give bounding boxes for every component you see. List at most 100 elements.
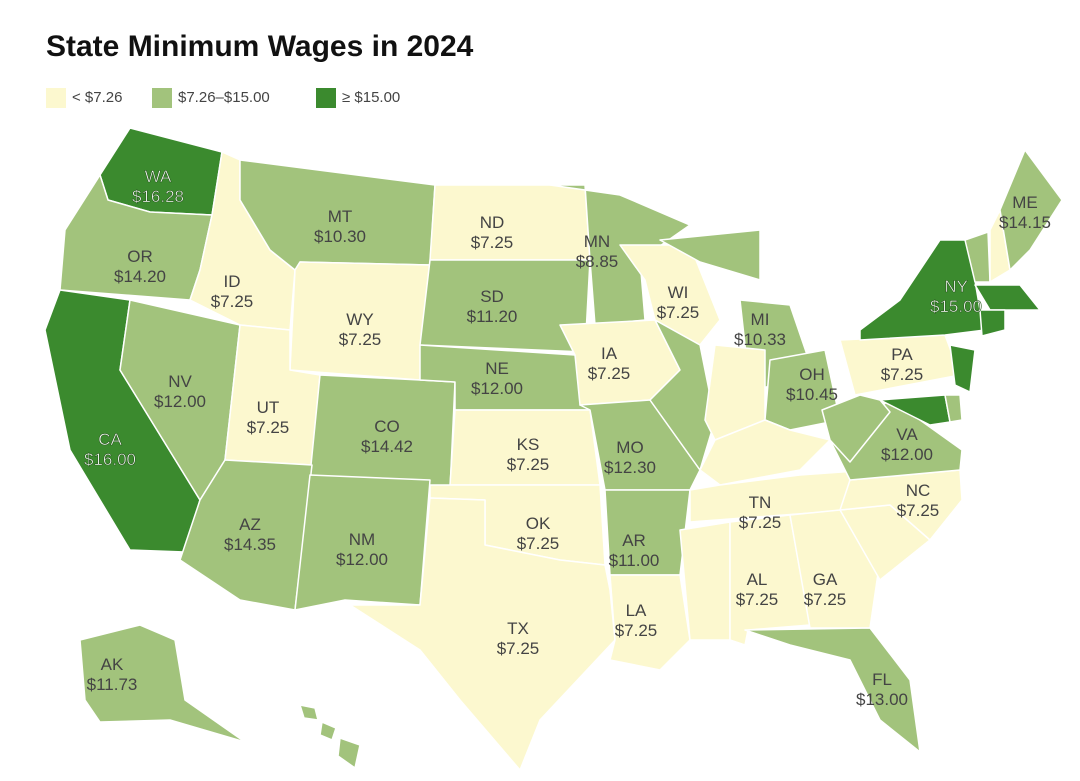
state-label: NE $12.00 — [471, 359, 523, 398]
state-abbr: ND — [480, 213, 505, 232]
state-shape — [609, 574, 691, 671]
state-abbr: ID — [224, 272, 241, 291]
state-abbr: UT — [257, 398, 280, 417]
state-label: MN $8.85 — [576, 232, 619, 271]
state-label: VA $12.00 — [881, 425, 933, 464]
legend-label: ≥ $15.00 — [342, 89, 400, 106]
state-label: ND $7.25 — [471, 213, 514, 252]
state-label: OH $10.45 — [786, 365, 838, 404]
state-label: WI $7.25 — [657, 283, 700, 322]
state-label: FL $13.00 — [856, 670, 908, 709]
state-shape — [179, 459, 313, 611]
state-shape — [744, 627, 921, 753]
state-wage: $16.00 — [84, 450, 136, 469]
state-wage: $7.25 — [247, 418, 290, 437]
state-shape — [659, 229, 761, 281]
state-abbr: CA — [98, 430, 122, 449]
legend-label: $7.26–$15.00 — [178, 89, 270, 106]
state-wage: $12.30 — [604, 458, 656, 477]
state-wage: $14.15 — [999, 213, 1051, 232]
state-abbr: AR — [622, 531, 646, 550]
state-wage: $14.35 — [224, 535, 276, 554]
state-label: SD $11.20 — [467, 287, 518, 326]
state-label: AR $11.00 — [609, 531, 660, 570]
state-label: TN $7.25 — [739, 493, 782, 532]
state-wage: $7.25 — [471, 233, 514, 252]
state-label: ME $14.15 — [999, 193, 1051, 232]
state-label: CO $14.42 — [361, 417, 413, 456]
state-wage: $10.33 — [734, 330, 786, 349]
state-abbr: CO — [374, 417, 400, 436]
state-label: ID $7.25 — [211, 272, 254, 311]
state-shape — [337, 737, 361, 769]
state-wage: $13.00 — [856, 690, 908, 709]
state-wage: $11.00 — [609, 551, 660, 570]
state-wage: $12.00 — [154, 392, 206, 411]
state-abbr: MT — [328, 207, 353, 226]
state-abbr: OH — [799, 365, 825, 384]
state-shape — [419, 259, 591, 353]
state-label: IA $7.25 — [588, 344, 631, 383]
state-abbr: OR — [127, 247, 153, 266]
state-label: UT $7.25 — [247, 398, 290, 437]
state-shape — [999, 149, 1063, 271]
state-wage: $7.25 — [736, 590, 779, 609]
state-abbr: LA — [626, 601, 647, 620]
state-shape — [979, 309, 1006, 337]
state-wage: $12.00 — [471, 379, 523, 398]
legend-swatch — [46, 88, 66, 108]
state-shape — [294, 474, 431, 611]
state-wage: $11.20 — [467, 307, 518, 326]
state-shape — [974, 284, 1041, 311]
state-abbr: AL — [747, 570, 768, 589]
state-label: LA $7.25 — [615, 601, 658, 640]
state-wage: $7.25 — [881, 365, 924, 384]
state-wage: $10.45 — [786, 385, 838, 404]
state-label: NV $12.00 — [154, 372, 206, 411]
state-abbr: TN — [749, 493, 772, 512]
state-wage: $7.25 — [339, 330, 382, 349]
state-wage: $7.25 — [897, 501, 940, 520]
state-abbr: WI — [668, 283, 689, 302]
state-abbr: NY — [944, 277, 968, 296]
state-shape — [949, 344, 976, 393]
state-abbr: MO — [616, 438, 643, 457]
state-label: WY $7.25 — [339, 310, 382, 349]
state-abbr: WY — [346, 310, 373, 329]
state-shape — [319, 721, 337, 741]
state-wage: $7.25 — [507, 455, 550, 474]
state-label: AZ $14.35 — [224, 515, 276, 554]
map-title: State Minimum Wages in 2024 — [46, 30, 474, 63]
state-abbr: AK — [101, 655, 124, 674]
state-wage: $7.25 — [657, 303, 700, 322]
legend-label: < $7.26 — [72, 89, 122, 106]
state-abbr: IA — [601, 344, 618, 363]
legend: < $7.26 $7.26–$15.00 ≥ $15.00 — [46, 88, 400, 108]
state-shape — [299, 704, 319, 721]
state-wage: $16.28 — [132, 187, 184, 206]
state-abbr: NC — [906, 481, 931, 500]
state-wage: $7.25 — [588, 364, 631, 383]
state-wage: $8.85 — [576, 252, 619, 271]
state-wage: $7.25 — [497, 639, 540, 658]
state-abbr: ME — [1012, 193, 1038, 212]
state-label: NC $7.25 — [897, 481, 940, 520]
state-label: OR $14.20 — [114, 247, 166, 286]
state-wage: $14.20 — [114, 267, 166, 286]
state-abbr: PA — [891, 345, 913, 364]
state-wage: $7.25 — [615, 621, 658, 640]
state-abbr: GA — [813, 570, 838, 589]
state-label: KS $7.25 — [507, 435, 550, 474]
state-label: CA $16.00 — [84, 430, 136, 469]
legend-swatch — [316, 88, 336, 108]
state-label: NY $15.00 — [930, 277, 982, 316]
state-label: MI $10.33 — [734, 310, 786, 349]
state-wage: $11.73 — [87, 675, 138, 694]
state-wage: $12.00 — [336, 550, 388, 569]
state-label: AL $7.25 — [736, 570, 779, 609]
state-abbr: AZ — [239, 515, 261, 534]
state-abbr: NV — [168, 372, 192, 391]
state-label: MO $12.30 — [604, 438, 656, 477]
state-abbr: TX — [507, 619, 529, 638]
state-shape — [349, 497, 616, 771]
